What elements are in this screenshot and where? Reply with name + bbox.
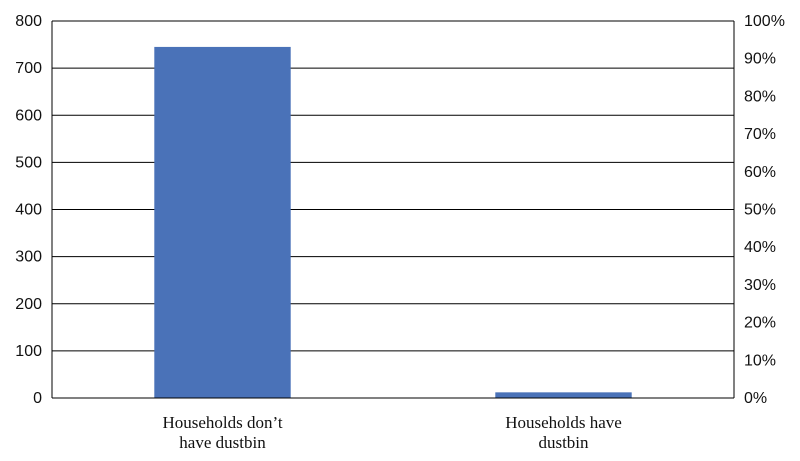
y2-tick-label: 40% xyxy=(744,239,776,256)
y2-axis-tick-labels: 0% 10% 20% 30% 40% 50% 60% 70% 80% 90% 100% xyxy=(744,13,785,407)
y2-tick-label: 50% xyxy=(744,202,776,219)
y2-tick-label: 0% xyxy=(744,390,767,407)
y-tick-label: 100 xyxy=(15,343,42,360)
y-tick-label: 700 xyxy=(15,60,42,77)
bar xyxy=(154,46,291,398)
y2-tick-label: 80% xyxy=(744,88,776,105)
y-tick-label: 800 xyxy=(15,13,42,30)
x-category-label: dustbin xyxy=(538,433,589,452)
y-axis-tick-labels: 0 100 200 300 400 500 600 700 800 xyxy=(15,13,42,407)
y2-tick-label: 100% xyxy=(744,13,785,30)
x-category-label: have dustbin xyxy=(179,433,266,452)
y2-tick-label: 70% xyxy=(744,126,776,143)
y2-tick-label: 30% xyxy=(744,277,776,294)
y2-tick-label: 90% xyxy=(744,51,776,68)
y-tick-label: 200 xyxy=(15,296,42,313)
y2-tick-label: 10% xyxy=(744,352,776,369)
y-tick-label: 0 xyxy=(33,390,42,407)
bar xyxy=(495,392,632,398)
y-tick-label: 300 xyxy=(15,249,42,266)
y2-tick-label: 60% xyxy=(744,164,776,181)
y-tick-label: 600 xyxy=(15,107,42,124)
x-category-label: Households don’t xyxy=(162,413,282,432)
y-tick-label: 400 xyxy=(15,202,42,219)
bars xyxy=(154,46,632,398)
y-tick-label: 500 xyxy=(15,154,42,171)
y2-tick-label: 20% xyxy=(744,315,776,332)
axes xyxy=(51,21,735,399)
x-category-label: Households have xyxy=(505,413,622,432)
